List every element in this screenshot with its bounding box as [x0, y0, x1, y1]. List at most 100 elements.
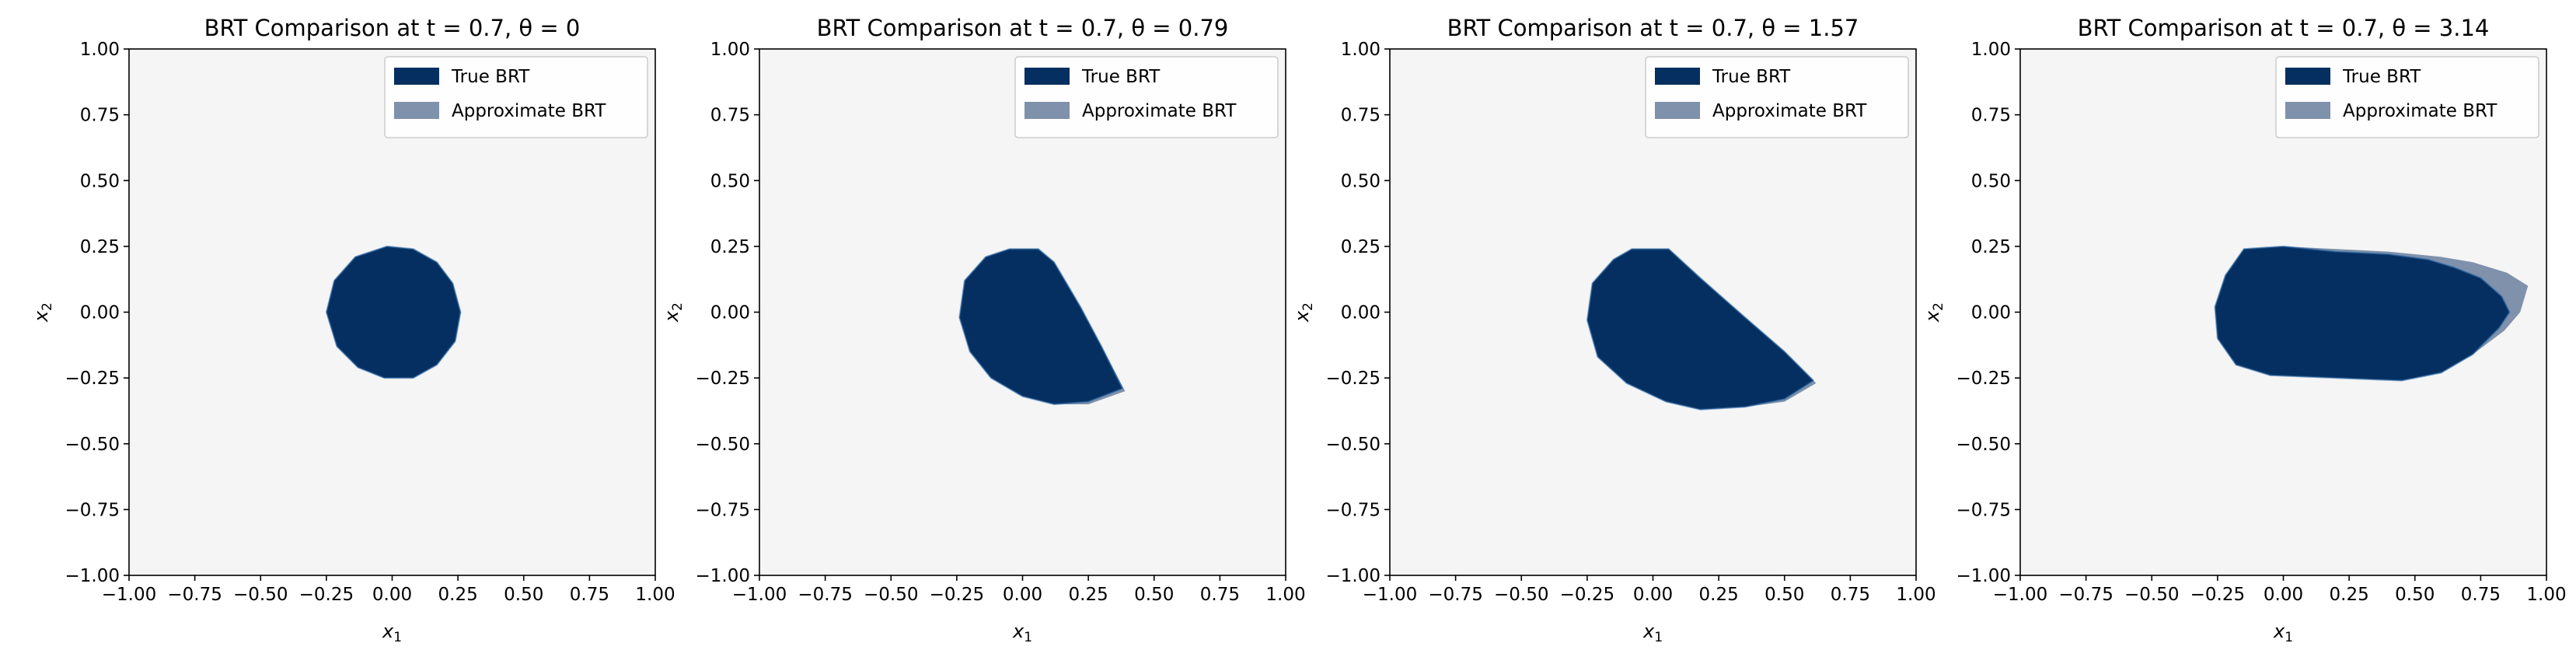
y-tick-label: −1.00: [1326, 566, 1380, 586]
legend-box: [1645, 56, 1909, 138]
y-axis-label: x2: [661, 302, 686, 323]
legend-swatch-approximate-brt: [1655, 102, 1700, 119]
x-tick-label: 1.00: [2526, 585, 2566, 605]
legend: True BRT Approximate BRT: [2275, 56, 2539, 138]
x-tick-label: 0.00: [372, 585, 412, 605]
x-tick-label: −0.25: [299, 585, 354, 605]
x-tick-label: −0.75: [1428, 585, 1482, 605]
x-tick-label: −0.50: [2124, 585, 2179, 605]
y-tick-label: 0.50: [1341, 171, 1380, 191]
x-tick-label: 0.50: [504, 585, 543, 605]
x-tick-label: −0.25: [2190, 585, 2245, 605]
x-axis-label: x1: [382, 620, 402, 645]
legend-box: [2275, 56, 2539, 138]
x-tick-label: 0.75: [1200, 585, 1240, 605]
x-tick-label: −1.00: [732, 585, 787, 605]
x-tick-label: 0.25: [438, 585, 478, 605]
y-tick-label: 0.25: [1971, 237, 2011, 257]
x-tick-label: 1.00: [1896, 585, 1935, 605]
legend-swatch-approximate-brt: [394, 102, 439, 119]
y-tick-label: −0.75: [1956, 500, 2011, 520]
y-tick-label: −0.75: [696, 500, 750, 520]
y-tick-label: −0.50: [65, 435, 120, 455]
y-tick-label: 0.00: [1971, 303, 2011, 323]
y-tick-label: 0.75: [80, 106, 120, 126]
legend-swatch-approximate-brt: [1024, 102, 1070, 119]
x-tick-label: 0.75: [570, 585, 609, 605]
x-tick-label: −1.00: [102, 585, 156, 605]
chart-panel-1: −1.00−1.00 −0.75 −0.75 −0.50 −0.50 −0.25 −0.25…: [30, 15, 675, 645]
y-tick-label: −1.00: [696, 566, 750, 586]
x-tick-label: 0.75: [2461, 585, 2501, 605]
y-tick-label: 0.50: [1971, 171, 2011, 191]
true-brt-region: [1586, 248, 1814, 411]
legend-label: Approximate BRT: [452, 101, 606, 121]
y-tick-label: 0.75: [710, 106, 750, 126]
legend-label: True BRT: [1081, 67, 1161, 87]
y-tick-label: −1.00: [1956, 566, 2011, 586]
x-tick-label: 0.25: [2330, 585, 2369, 605]
chart-title: BRT Comparison at t = 0.7, θ = 3.14: [2078, 15, 2490, 41]
legend-label: True BRT: [2342, 67, 2421, 87]
y-tick-label: −0.50: [1956, 435, 2011, 455]
y-tick-label: 0.50: [710, 171, 750, 191]
x-tick-label: −0.75: [167, 585, 222, 605]
x-tick-label: −0.25: [1560, 585, 1614, 605]
x-tick-label: 0.25: [1699, 585, 1739, 605]
chart-panel-2: −1.00−1.00 −0.75 −0.75 −0.50 −0.50 −0.25 −0.25…: [661, 15, 1306, 645]
y-tick-label: 1.00: [80, 40, 120, 60]
y-tick-label: 0.00: [1341, 303, 1380, 323]
legend-swatch-approximate-brt: [2285, 102, 2330, 119]
x-tick-label: −0.75: [2058, 585, 2113, 605]
y-tick-label: 0.75: [1341, 106, 1380, 126]
y-tick-label: −0.50: [1326, 435, 1380, 455]
y-tick-label: −0.25: [1956, 369, 2011, 389]
legend-label: Approximate BRT: [1082, 101, 1237, 121]
x-tick-label: 1.00: [1265, 585, 1305, 605]
y-tick-label: −0.25: [1326, 369, 1380, 389]
x-tick-label: −0.50: [1494, 585, 1548, 605]
y-tick-label: 0.00: [80, 303, 120, 323]
x-tick-label: 1.00: [635, 585, 675, 605]
y-axis-label: x2: [30, 302, 55, 323]
y-tick-label: 0.00: [710, 303, 750, 323]
legend: True BRT Approximate BRT: [384, 56, 648, 138]
x-tick-label: 0.25: [1069, 585, 1108, 605]
legend-swatch-true-brt: [1655, 68, 1700, 85]
x-axis-label: x1: [1642, 620, 1663, 645]
x-axis-label: x1: [2273, 620, 2293, 645]
y-tick-label: −1.00: [65, 566, 120, 586]
y-tick-label: −0.25: [65, 369, 120, 389]
legend-label: True BRT: [451, 67, 530, 87]
chart-title: BRT Comparison at t = 0.7, θ = 0: [204, 15, 581, 41]
x-tick-label: 0.50: [1134, 585, 1174, 605]
x-tick-label: 0.00: [1003, 585, 1042, 605]
chart-panel-3: −1.00−1.00 −0.75 −0.75 −0.50 −0.50 −0.25 −0.25…: [1291, 15, 1936, 645]
y-tick-label: 1.00: [1971, 40, 2011, 60]
y-tick-label: 0.75: [1971, 106, 2011, 126]
y-tick-label: −0.75: [1326, 500, 1380, 520]
x-tick-label: −1.00: [1363, 585, 1417, 605]
legend: True BRT Approximate BRT: [1645, 56, 1909, 138]
legend-label: Approximate BRT: [1712, 101, 1867, 121]
y-tick-label: 0.25: [710, 237, 750, 257]
legend-swatch-true-brt: [394, 68, 439, 85]
legend-box: [384, 56, 648, 138]
x-axis-label: x1: [1012, 620, 1032, 645]
y-tick-label: 1.00: [710, 40, 750, 60]
y-tick-label: 0.50: [80, 171, 120, 191]
legend: True BRT Approximate BRT: [1014, 56, 1279, 138]
x-tick-label: 0.00: [1633, 585, 1673, 605]
chart-panel-4: −1.00−1.00 −0.75 −0.75 −0.50 −0.50 −0.25 −0.25…: [1922, 15, 2567, 645]
legend-swatch-true-brt: [1024, 68, 1070, 85]
legend-swatch-true-brt: [2285, 68, 2330, 85]
x-tick-label: −0.75: [798, 585, 852, 605]
y-tick-label: −0.75: [65, 500, 120, 520]
y-tick-label: −0.50: [696, 435, 750, 455]
y-tick-label: 1.00: [1341, 40, 1380, 60]
legend-box: [1014, 56, 1279, 138]
chart-title: BRT Comparison at t = 0.7, θ = 1.57: [1447, 15, 1859, 41]
chart-title: BRT Comparison at t = 0.7, θ = 0.79: [817, 15, 1229, 41]
x-tick-label: 0.50: [2395, 585, 2435, 605]
